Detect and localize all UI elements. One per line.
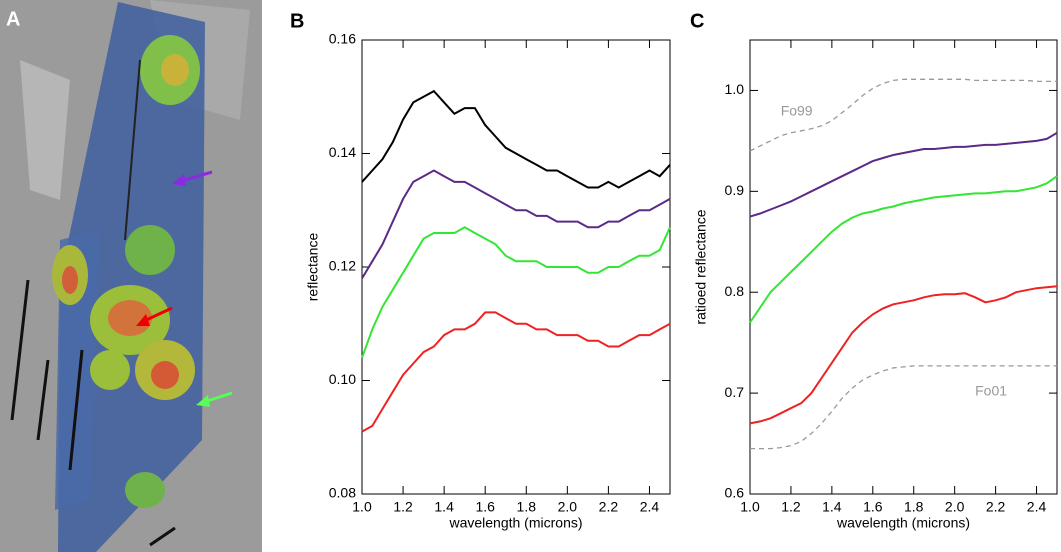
y-tick-label: 0.16	[329, 31, 356, 47]
data-line	[749, 131, 1058, 218]
y-tick-label: 1.0	[725, 81, 745, 97]
y-tick-label: 0.12	[329, 258, 356, 274]
y-axis-label: reflectance	[305, 233, 321, 302]
plot-frame	[361, 39, 671, 495]
panel-label: B	[290, 10, 304, 32]
data-line	[361, 89, 671, 189]
data-line	[750, 365, 1057, 450]
x-tick-label: 2.4	[640, 499, 660, 515]
data-line	[361, 169, 671, 279]
plot-frame	[749, 39, 1058, 495]
x-tick-label: 1.2	[393, 499, 413, 515]
y-axis-label: ratioed reflectance	[693, 209, 709, 324]
y-tick-label: 0.14	[329, 144, 356, 160]
x-tick-label: 2.4	[1027, 499, 1047, 515]
data-line	[361, 311, 671, 433]
y-tick-label: 0.9	[725, 182, 745, 198]
x-tick-label: 1.8	[904, 499, 924, 515]
panel-label: A	[6, 8, 20, 30]
x-tick-label: 1.2	[781, 499, 801, 515]
x-axis-label: wavelength (microns)	[448, 515, 582, 531]
x-tick-label: 1.6	[475, 499, 495, 515]
data-line	[749, 285, 1058, 425]
x-tick-label: 1.4	[434, 499, 454, 515]
data-line	[361, 226, 671, 359]
data-line	[749, 175, 1058, 324]
x-tick-label: 1.0	[352, 499, 372, 515]
x-tick-label: 2.2	[986, 499, 1006, 515]
y-tick-label: 0.10	[329, 371, 356, 387]
x-tick-label: 1.4	[822, 499, 842, 515]
x-tick-label: 2.2	[599, 499, 619, 515]
panel-label: C	[690, 10, 704, 32]
y-tick-label: 0.8	[725, 283, 745, 299]
x-tick-label: 1.0	[740, 499, 760, 515]
y-tick-label: 0.08	[329, 485, 356, 501]
y-tick-label: 0.7	[725, 384, 745, 400]
x-tick-label: 1.6	[863, 499, 883, 515]
x-axis-label: wavelength (microns)	[836, 515, 970, 531]
line-annotation: Fo99	[781, 103, 813, 119]
y-tick-label: 0.6	[725, 485, 745, 501]
line-annotation: Fo01	[975, 383, 1007, 399]
x-tick-label: 1.8	[517, 499, 537, 515]
data-line	[749, 78, 1057, 152]
map-image: A	[0, 0, 262, 552]
x-tick-label: 2.0	[558, 499, 578, 515]
x-tick-label: 2.0	[945, 499, 965, 515]
